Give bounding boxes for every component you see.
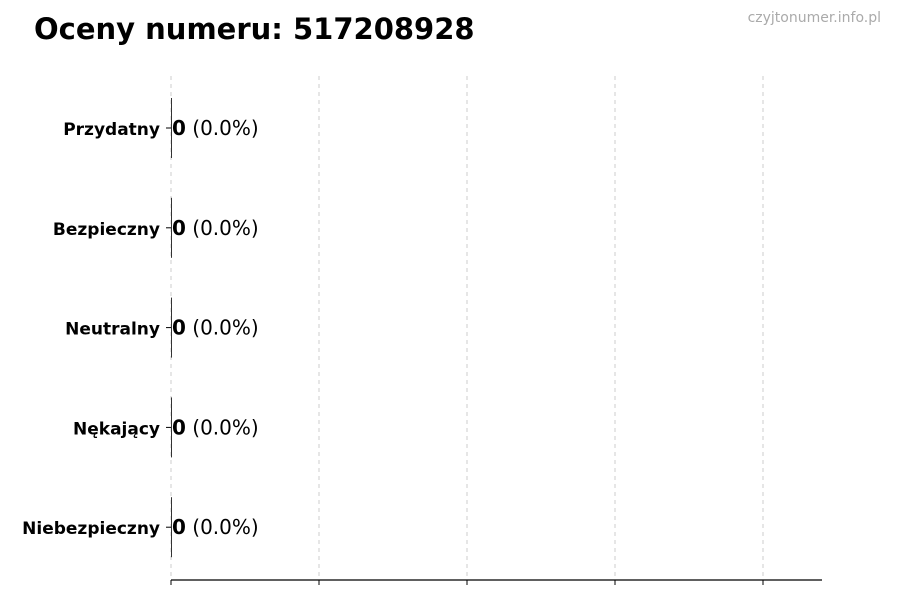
category-label: Bezpieczny xyxy=(53,220,160,240)
value-count: 0 xyxy=(172,216,186,240)
value-label: 0 (0.0%) xyxy=(172,415,259,439)
value-percent: (0.0%) xyxy=(186,116,259,140)
bar xyxy=(171,297,172,358)
value-percent: (0.0%) xyxy=(186,415,259,439)
bar xyxy=(171,497,172,558)
category-label: Nękający xyxy=(73,419,160,439)
value-label: 0 (0.0%) xyxy=(172,515,259,539)
category-label: Neutralny xyxy=(65,320,160,340)
value-label: 0 (0.0%) xyxy=(172,216,259,240)
bar xyxy=(171,197,172,258)
value-count: 0 xyxy=(172,316,186,340)
chart-title: Oceny numeru: 517208928 xyxy=(34,12,475,46)
value-label: 0 (0.0%) xyxy=(172,116,259,140)
value-count: 0 xyxy=(172,116,186,140)
value-count: 0 xyxy=(172,515,186,539)
category-label: Niebezpieczny xyxy=(22,519,160,539)
category-label: Przydatny xyxy=(63,120,160,140)
watermark: czyjtonumer.info.pl xyxy=(747,10,881,26)
bar xyxy=(171,397,172,458)
value-percent: (0.0%) xyxy=(186,216,259,240)
value-label: 0 (0.0%) xyxy=(172,316,259,340)
bar xyxy=(171,98,172,158)
value-percent: (0.0%) xyxy=(186,515,259,539)
value-percent: (0.0%) xyxy=(186,316,259,340)
value-count: 0 xyxy=(172,415,186,439)
